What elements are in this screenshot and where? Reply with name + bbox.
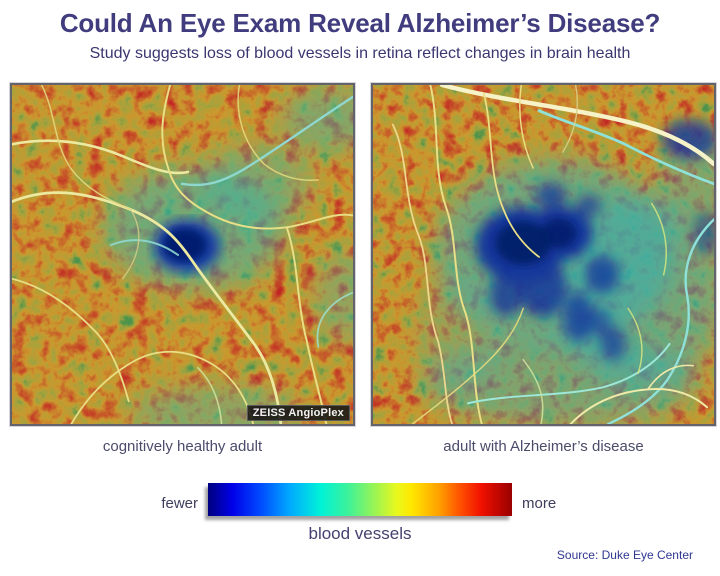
colorbar-label-fewer: fewer (161, 495, 198, 512)
retina-scan-healthy-image (12, 85, 353, 424)
caption-healthy: cognitively healthy adult (102, 438, 263, 455)
retina-scan-healthy: ZEISS AngioPlex (10, 83, 355, 426)
page-subtitle: Study suggests loss of blood vessels in … (89, 45, 631, 62)
page-title: Could An Eye Exam Reveal Alzheimer’s Dis… (59, 8, 661, 38)
retina-scan-alzheimers (371, 83, 716, 426)
source-credit: Source: Duke Eye Center (556, 548, 693, 562)
zeiss-angioplex-watermark: ZEISS AngioPlex (246, 405, 350, 421)
blood-vessel-density-colorbar (208, 483, 512, 516)
colorbar-label-more: more (522, 495, 557, 512)
caption-alzheimers: adult with Alzheimer’s disease (443, 438, 644, 455)
colorbar-title: blood vessels (308, 524, 412, 543)
retina-scan-alzheimers-image (373, 85, 714, 424)
